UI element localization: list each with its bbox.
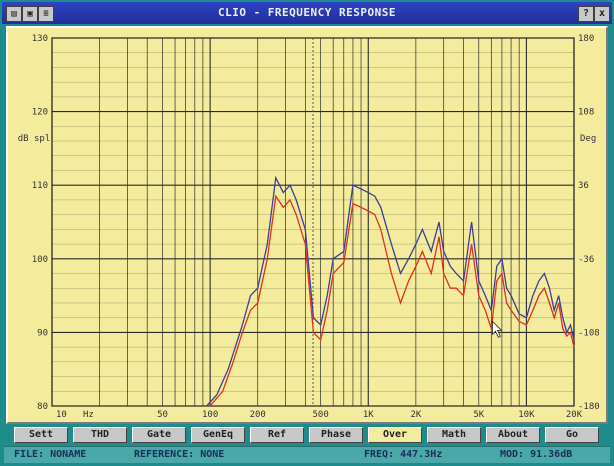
toolbar-button-go[interactable]: Go <box>545 427 599 443</box>
title-bar[interactable]: ▤ ▣ ≡ CLIO - FREQUENCY RESPONSE ? x <box>2 2 612 24</box>
y-tick-label: 110 <box>32 181 48 191</box>
frequency-response-chart[interactable]: 130 120 110 100 90 80 180 108 36 -36 -108 -180 10 Hz 5… <box>8 28 606 422</box>
x-tick-label: 5K <box>473 410 484 420</box>
y-right-axis-label: Deg <box>580 134 596 144</box>
toolbar-button-phase[interactable]: Phase <box>309 427 363 443</box>
status-reference: REFERENCE: NONE <box>134 449 225 460</box>
toolbar: Sett THD Gate GenEq Ref Phase Over Math About Go <box>14 427 604 443</box>
y-right-tick-label: 180 <box>578 34 594 44</box>
y-right-tick-label: 108 <box>578 108 594 118</box>
x-tick-label: 1K <box>363 410 374 420</box>
y-tick-label: 90 <box>37 328 48 338</box>
toolbar-button-sett[interactable]: Sett <box>14 427 68 443</box>
x-tick-label: 200 <box>250 410 266 420</box>
toolbar-button-ref[interactable]: Ref <box>250 427 304 443</box>
status-mod: MOD: 91.36dB <box>500 449 573 460</box>
y-right-tick-label: -180 <box>578 402 600 412</box>
series-line-2 <box>209 194 575 407</box>
y-tick-label: 130 <box>32 34 48 44</box>
x-tick-label: 50 <box>157 410 168 420</box>
mouse-pointer-icon <box>492 320 503 338</box>
plot-area[interactable]: 130 120 110 100 90 80 180 108 36 -36 -108 -180 10 Hz 5… <box>6 26 608 424</box>
x-tick-label: 500 <box>313 410 329 420</box>
toolbar-button-thd[interactable]: THD <box>73 427 127 443</box>
help-button[interactable]: ? <box>578 6 594 22</box>
toolbar-button-gate[interactable]: Gate <box>132 427 186 443</box>
x-tick-label: 20K <box>566 410 583 420</box>
y-right-tick-label: -36 <box>578 255 594 265</box>
status-freq: FREQ: 447.3Hz <box>364 449 443 460</box>
y-right-tick-label: -108 <box>578 328 600 338</box>
menu-icon[interactable]: ≡ <box>38 6 54 22</box>
y-tick-label: 120 <box>32 108 48 118</box>
y-tick-label: 100 <box>32 255 48 265</box>
y-axis-label: dB spl <box>18 134 51 144</box>
status-file: FILE: NONAME <box>14 449 87 460</box>
status-bar: FILE: NONAME REFERENCE: NONE FREQ: 447.3… <box>4 446 610 463</box>
x-tick-label: Hz <box>83 410 94 420</box>
x-tick-label: 10 <box>56 410 67 420</box>
close-button[interactable]: x <box>594 6 610 22</box>
toolbar-button-over[interactable]: Over <box>368 427 422 443</box>
series-line-1 <box>206 175 575 407</box>
toolbar-button-geneq[interactable]: GenEq <box>191 427 245 443</box>
x-tick-label: 10K <box>518 410 535 420</box>
toolbar-button-math[interactable]: Math <box>427 427 481 443</box>
window-title: CLIO - FREQUENCY RESPONSE <box>217 6 397 19</box>
x-tick-label: 100 <box>202 410 218 420</box>
save-icon[interactable]: ▣ <box>22 6 38 22</box>
x-tick-label: 2K <box>410 410 421 420</box>
y-tick-label: 80 <box>37 402 48 412</box>
y-right-tick-label: 36 <box>578 181 589 191</box>
doc-icon[interactable]: ▤ <box>6 6 22 22</box>
toolbar-button-about[interactable]: About <box>486 427 540 443</box>
